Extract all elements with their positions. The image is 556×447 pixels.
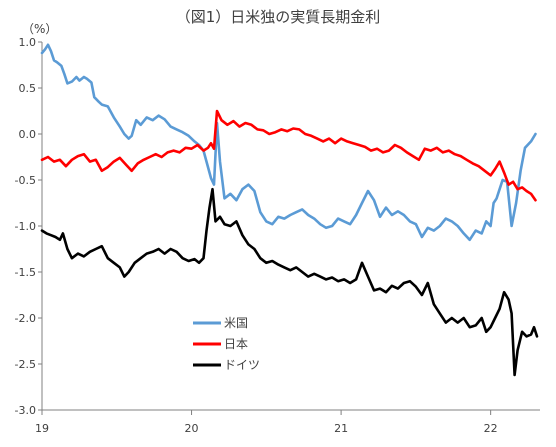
y-unit-label: （%） xyxy=(22,22,57,36)
legend-label: 日本 xyxy=(224,337,248,351)
series-line-0 xyxy=(40,43,537,242)
y-tick-label: 0.5 xyxy=(19,82,37,95)
y-tick-label: 1.0 xyxy=(19,36,37,49)
y-tick-label: 0.0 xyxy=(19,128,37,141)
x-tick-labels: 19 20 21 22 xyxy=(35,410,498,435)
series-lines xyxy=(40,43,539,377)
x-tick-label: 20 xyxy=(185,422,199,435)
y-tick-label: -1.5 xyxy=(15,266,36,279)
y-tick-label: -2.5 xyxy=(15,358,36,371)
series-line-2 xyxy=(40,187,539,377)
y-tick-label: -2.0 xyxy=(15,312,36,325)
axes xyxy=(41,42,540,411)
chart-title: （図1）日米独の実質長期金利 xyxy=(176,8,381,26)
y-tick-label: -1.0 xyxy=(15,220,36,233)
y-tick-labels: 1.0 0.5 0.0 -0.5 -1.0 -1.5 -2.0 -2.5 -3.0 xyxy=(15,36,42,417)
y-tick-label: -3.0 xyxy=(15,404,36,417)
x-tick-label: 21 xyxy=(334,422,348,435)
series-line-1 xyxy=(40,109,537,202)
y-tick-label: -0.5 xyxy=(15,174,36,187)
legend-label: ドイツ xyxy=(224,358,260,372)
legend-label: 米国 xyxy=(224,316,248,330)
x-tick-label: 19 xyxy=(35,422,49,435)
x-tick-label: 22 xyxy=(484,422,498,435)
